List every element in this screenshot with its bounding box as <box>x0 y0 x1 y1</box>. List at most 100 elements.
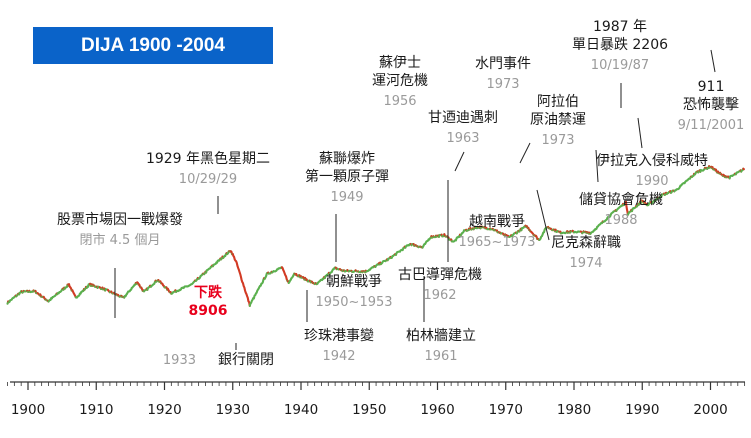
x-tick-label: 2000 <box>693 402 727 418</box>
event-label: 1929 年黑色星期二 <box>146 150 270 167</box>
event-date: 10/19/87 <box>591 58 649 73</box>
event-date: 1990 <box>635 174 668 189</box>
event-date: 1973 <box>486 77 519 92</box>
line-segment <box>538 225 550 241</box>
event-label: 尼克森辭職 <box>551 235 621 251</box>
line-segment <box>673 175 693 193</box>
event-label: 蘇伊士 <box>379 55 421 71</box>
event-label: 恐怖襲擊 <box>683 96 739 113</box>
event-label: 原油禁運 <box>530 112 586 128</box>
event-label: 伊拉克入侵科威特 <box>596 152 708 169</box>
event-annotation: 1929 年黑色星期二 10/29/29 <box>146 150 270 187</box>
line-segment <box>459 228 468 237</box>
line-segment <box>71 289 77 299</box>
event-label: 8906 <box>189 303 228 319</box>
event-date: 1933 <box>163 353 196 368</box>
event-label: 運河危機 <box>372 73 428 89</box>
event-leader-line <box>595 149 599 183</box>
event-annotation: 古巴導彈危機 1962 <box>398 267 482 303</box>
event-date: 閉市 4.5 個月 <box>80 232 161 248</box>
x-tick-label: 1910 <box>79 402 113 418</box>
x-tick-label: 1960 <box>420 402 454 418</box>
event-date: 1950~1953 <box>315 295 392 310</box>
event-date: 1949 <box>330 190 363 205</box>
event-label: 儲貸協會危機 <box>579 192 663 208</box>
line-segment <box>67 283 73 292</box>
line-segment <box>602 209 617 223</box>
event-annotation: 儲貸協會危機 1988 <box>579 192 663 228</box>
event-date: 1956 <box>383 94 416 109</box>
event-date: 1988 <box>604 213 637 228</box>
event-leaders <box>114 49 716 350</box>
event-label: 1987 年 <box>593 19 647 35</box>
event-annotation: 水門事件 1973 <box>475 56 531 92</box>
line-segment <box>197 272 205 280</box>
line-segment <box>170 289 177 295</box>
line-segment <box>231 253 251 307</box>
event-date: 1961 <box>424 349 457 364</box>
line-segment <box>248 277 266 307</box>
event-leader-line <box>536 189 550 241</box>
event-label: 甘迺迪遇刺 <box>428 110 498 126</box>
line-segment <box>56 287 64 296</box>
event-annotation: 1933 銀行關閉 <box>163 352 274 368</box>
line-segment <box>287 272 296 284</box>
line-segment <box>328 266 337 275</box>
event-label: 水門事件 <box>475 56 531 72</box>
line-segment <box>365 265 376 273</box>
line-segment <box>624 200 629 216</box>
line-segment <box>421 235 433 249</box>
event-date: 1974 <box>569 256 602 271</box>
line-segment <box>149 279 157 288</box>
line-segment <box>572 230 582 234</box>
line-segment <box>615 202 625 212</box>
line-segment <box>47 292 58 303</box>
event-leader-line <box>710 49 716 73</box>
line-segment <box>379 258 389 266</box>
line-segment <box>728 172 737 180</box>
event-label: 第一顆原子彈 <box>305 168 389 185</box>
event-annotation: 柏林牆建立 1961 <box>406 328 476 364</box>
line-segment <box>657 192 666 199</box>
line-segment <box>394 245 406 256</box>
event-annotation: 下跌 8906 <box>189 285 228 319</box>
line-segment <box>63 283 69 290</box>
event-label: 蘇聯爆炸 <box>319 151 375 167</box>
event-label: 柏林牆建立 <box>406 328 476 344</box>
event-date: 1942 <box>322 349 355 364</box>
event-date: 9/11/2001 <box>678 118 745 133</box>
line-segment <box>28 289 35 294</box>
event-label: 銀行關閉 <box>218 352 274 368</box>
event-annotation: 伊拉克入侵科威特 1990 <box>596 152 708 189</box>
x-tick-label: 1900 <box>11 402 45 418</box>
event-annotation: 甘迺迪遇刺 1963 <box>428 110 498 146</box>
x-axis: 1900 1910 1920 1930 1940 1950 1960 1970 1980 1990… <box>7 381 746 418</box>
line-segment <box>742 167 745 171</box>
event-leader-line <box>637 117 643 149</box>
event-label: 單日暴跌 2206 <box>572 37 668 53</box>
event-label: 下跌 <box>194 285 223 301</box>
event-leader-line <box>519 142 531 164</box>
line-segment <box>271 266 283 274</box>
line-segment <box>74 288 86 299</box>
event-label: 阿拉伯 <box>537 94 579 110</box>
event-annotation: 朝鮮戰爭 1950~1953 <box>315 274 392 310</box>
x-tick-label: 1970 <box>489 402 523 418</box>
line-segment <box>374 262 380 268</box>
x-tick-label: 1920 <box>147 402 181 418</box>
chart-title: DIJA 1900 -2004 <box>33 27 273 64</box>
price-line <box>6 165 745 307</box>
line-segment <box>175 279 197 293</box>
x-tick-label: 1950 <box>352 402 386 418</box>
line-segment <box>450 233 462 243</box>
line-segment <box>211 257 222 268</box>
event-date: 1973 <box>541 133 574 148</box>
event-date: 10/29/29 <box>179 172 237 187</box>
